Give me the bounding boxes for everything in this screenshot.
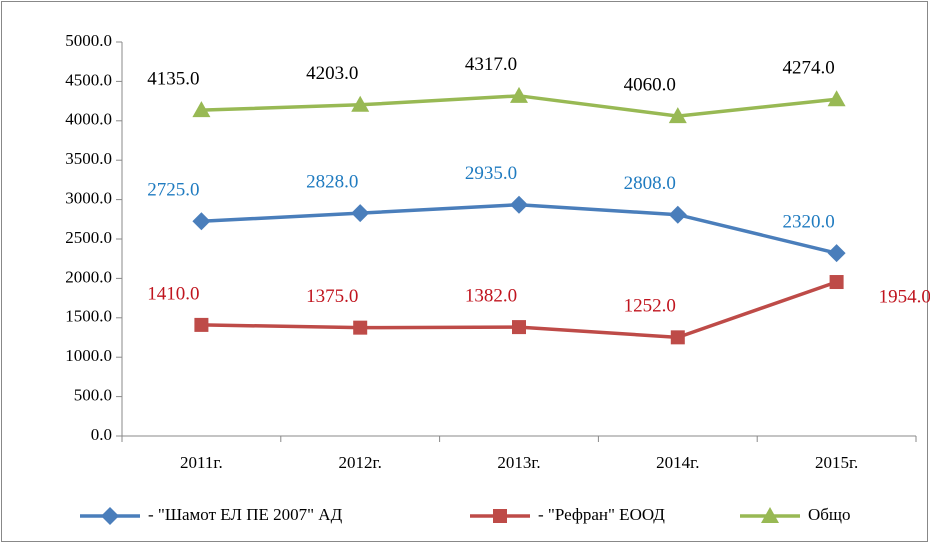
y-tick-label: 500.0 [74, 386, 112, 405]
point [512, 320, 526, 335]
point [510, 195, 528, 214]
data-label: 4135.0 [147, 69, 199, 90]
data-label: 2828.0 [306, 172, 358, 193]
data-label: 2725.0 [147, 180, 199, 201]
data-label: 1410.0 [147, 283, 199, 304]
point [351, 95, 370, 112]
data-label: 1375.0 [306, 286, 358, 307]
x-tick-label: 2014г. [656, 453, 699, 472]
point [351, 204, 370, 223]
point [510, 86, 528, 103]
y-tick-label: 5000.0 [65, 31, 112, 50]
y-tick-label: 1000.0 [65, 346, 112, 365]
y-tick-label: 1500.0 [65, 307, 112, 326]
y-tick-label: 2000.0 [65, 267, 112, 286]
data-label: 2935.0 [465, 163, 517, 184]
data-label: 2808.0 [624, 173, 676, 194]
x-tick-label: 2012г. [339, 453, 382, 472]
legend-label: Общо [808, 505, 851, 524]
data-label: 1954.0 [879, 286, 930, 307]
point [192, 212, 211, 231]
point [192, 101, 211, 118]
legend-marker [101, 507, 119, 525]
y-tick-label: 4500.0 [65, 70, 112, 89]
y-tick-label: 4000.0 [65, 110, 112, 129]
data-label: 2320.0 [782, 212, 834, 233]
point [353, 320, 368, 335]
x-tick-label: 2015г. [815, 453, 858, 472]
data-label: 4274.0 [782, 58, 834, 79]
data-label: 1252.0 [624, 296, 676, 317]
legend-marker [493, 509, 507, 523]
data-label: 1382.0 [465, 285, 517, 306]
y-tick-label: 3000.0 [65, 189, 112, 208]
point [670, 330, 685, 345]
point [668, 205, 687, 224]
data-label: 4060.0 [624, 74, 676, 95]
point [829, 275, 844, 290]
x-tick-label: 2013г. [497, 453, 540, 472]
legend-marker [761, 507, 779, 523]
y-tick-label: 2500.0 [65, 228, 112, 247]
legend-label: - "Рефран" ЕООД [538, 505, 665, 524]
point [827, 244, 846, 263]
y-tick-label: 0.0 [91, 425, 112, 444]
y-tick-label: 3500.0 [65, 149, 112, 168]
data-label: 4317.0 [465, 54, 517, 75]
x-tick-label: 2011г. [180, 453, 223, 472]
legend-label: - "Шамот ЕЛ ПЕ 2007" АД [148, 505, 343, 524]
data-label: 4203.0 [306, 63, 358, 84]
point [827, 90, 846, 107]
point [194, 317, 209, 332]
point [668, 107, 687, 124]
